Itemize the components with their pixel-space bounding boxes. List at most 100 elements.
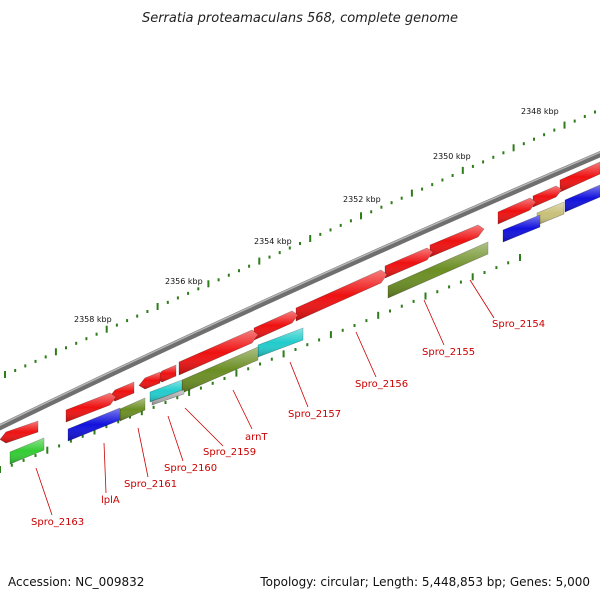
gene-block-spro-2163[interactable] xyxy=(9,437,45,465)
scale-tick xyxy=(207,280,210,288)
scale-tick xyxy=(436,290,439,294)
scale-tick xyxy=(594,110,596,114)
map-title: Serratia proteamaculans 568, complete ge… xyxy=(142,11,458,26)
leader-line xyxy=(289,361,309,408)
scale-tick xyxy=(553,128,556,132)
gene-label-spro-2156[interactable]: Spro_2156 xyxy=(355,379,408,390)
accession-text: Accession: NC_009832 xyxy=(8,575,144,589)
scale-tick xyxy=(502,151,505,155)
scale-tick xyxy=(187,291,190,295)
scale-tick xyxy=(136,314,139,318)
scale-tick xyxy=(140,408,143,416)
gene-block-spro-2161[interactable] xyxy=(119,397,146,422)
gene-block-red[interactable] xyxy=(497,197,537,225)
scale-tick xyxy=(164,401,167,404)
gene-label-spro-2154[interactable]: Spro_2154 xyxy=(492,319,545,330)
scale-tick xyxy=(522,142,525,146)
scale-tick xyxy=(492,155,495,159)
scale-tick xyxy=(483,271,486,274)
scale-tick xyxy=(166,300,169,304)
scale-tick xyxy=(329,331,332,339)
scale-labels: 2348 kbp 2350 kbp 2352 kbp 2354 kbp 2356… xyxy=(74,107,559,324)
scale-tick xyxy=(24,364,27,368)
scale-tick xyxy=(176,296,179,300)
leader-line xyxy=(355,331,377,378)
scale-tick xyxy=(176,396,179,400)
scale-label-2356: 2356 kbp xyxy=(165,277,203,286)
scale-tick xyxy=(353,324,356,327)
scale-tick xyxy=(156,303,159,310)
scale-tick xyxy=(563,121,566,129)
scale-tick xyxy=(146,310,149,313)
scale-tick xyxy=(197,287,200,291)
scale-tick xyxy=(227,273,230,277)
scale-tick xyxy=(519,254,521,261)
scale-tick xyxy=(115,323,118,327)
scale-tick xyxy=(34,454,37,457)
gene-label-leaders xyxy=(35,279,495,516)
scale-tick xyxy=(461,166,464,174)
gene-track xyxy=(0,161,600,465)
scale-tick xyxy=(318,338,321,342)
gene-block-arnt[interactable] xyxy=(178,329,259,376)
scale-tick xyxy=(389,309,391,313)
gene-block-spro-2160[interactable] xyxy=(151,389,185,406)
scale-tick xyxy=(400,304,403,308)
scale-tick xyxy=(543,133,546,137)
genome-summary-text: Topology: circular; Length: 5,448,853 bp… xyxy=(259,575,590,589)
gene-label-spro-2157[interactable]: Spro_2157 xyxy=(288,409,341,420)
gene-label-arnt[interactable]: arnT xyxy=(245,432,268,443)
scale-tick xyxy=(258,257,261,265)
gene-block-blue[interactable] xyxy=(502,214,541,243)
scale-tick xyxy=(380,205,383,209)
gene-block-red[interactable] xyxy=(532,185,563,208)
scale-tick xyxy=(339,223,342,227)
scale-tick xyxy=(85,337,88,341)
leader-line xyxy=(184,407,224,447)
scale-tick xyxy=(268,255,271,259)
gene-block-lpla-blue[interactable] xyxy=(67,407,121,442)
scale-tick xyxy=(431,183,434,187)
scale-tick xyxy=(360,212,362,220)
scale-tick xyxy=(34,359,37,363)
leader-line xyxy=(137,427,149,478)
scale-tick xyxy=(270,357,273,361)
scale-tick xyxy=(75,341,78,345)
gene-block-khaki[interactable] xyxy=(536,201,565,226)
scale-tick xyxy=(288,246,291,250)
gene-labels: Spro_2154 Spro_2155 Spro_2156 Spro_2157 … xyxy=(31,319,545,528)
leader-line xyxy=(232,389,253,430)
scale-tick xyxy=(259,362,261,366)
scale-tick xyxy=(319,232,322,236)
gene-block-red[interactable] xyxy=(0,420,39,444)
gene-block-lpla[interactable] xyxy=(65,392,117,423)
scale-tick xyxy=(0,466,1,473)
gene-label-spro-2159[interactable]: Spro_2159 xyxy=(203,447,256,458)
scale-tick xyxy=(211,381,214,385)
gene-label-spro-2155[interactable]: Spro_2155 xyxy=(422,347,475,358)
scale-label-2350: 2350 kbp xyxy=(433,152,471,161)
gene-label-spro-2160[interactable]: Spro_2160 xyxy=(164,463,217,474)
gene-label-lpla[interactable]: lplA xyxy=(101,495,120,506)
scale-tick xyxy=(412,299,415,303)
gene-block-red[interactable] xyxy=(138,371,161,390)
scale-tick xyxy=(69,439,72,443)
leader-line xyxy=(35,467,53,516)
gene-block-spro-2156[interactable] xyxy=(295,269,388,322)
scale-tick xyxy=(235,369,238,377)
gene-block-spro-2159[interactable] xyxy=(149,379,183,403)
scale-tick xyxy=(341,328,344,332)
gene-label-spro-2161[interactable]: Spro_2161 xyxy=(124,479,177,490)
scale-tick xyxy=(10,463,13,467)
scale-tick xyxy=(451,174,454,177)
scale-tick xyxy=(573,119,576,123)
gene-label-spro-2163[interactable]: Spro_2163 xyxy=(31,517,84,528)
scale-tick xyxy=(93,427,96,435)
leader-line xyxy=(469,279,495,319)
genome-backbone xyxy=(0,151,600,431)
scale-tick xyxy=(223,377,226,380)
gene-block-blue[interactable] xyxy=(564,184,600,213)
gene-block-spro-2154-2155[interactable] xyxy=(387,241,489,299)
gene-block-red[interactable] xyxy=(559,161,600,193)
